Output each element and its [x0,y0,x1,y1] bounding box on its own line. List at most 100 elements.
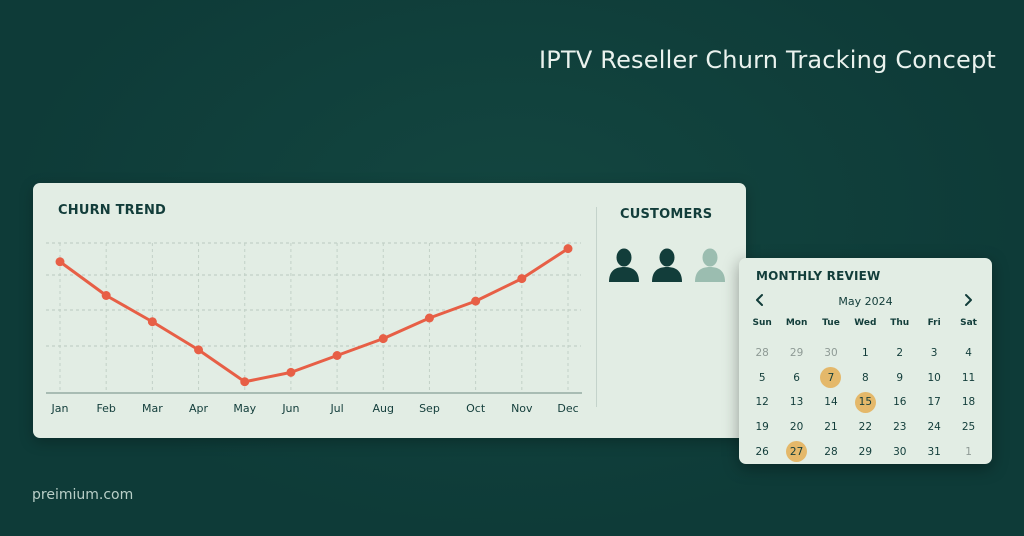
calendar-day[interactable]: 29 [848,439,882,464]
calendar-day-number: 17 [927,396,941,409]
x-tick-label: Nov [511,402,533,415]
weekday-header: Sat [960,318,977,328]
calendar-day[interactable]: 12 [745,390,779,415]
x-tick-label: Dec [557,402,578,415]
panel-divider [596,207,597,407]
calendar-day[interactable]: 19 [745,415,779,440]
calendar-day-number: 4 [965,347,972,360]
calendar-day[interactable]: 29 [779,341,813,366]
data-point [101,291,111,300]
data-point [424,313,434,323]
calendar-day-number: 6 [793,371,800,384]
calendar-day[interactable]: 2 [883,341,917,366]
calendar-day[interactable]: 4 [951,341,985,366]
calendar-day-number: 2 [896,347,904,360]
calendar-day-number: 8 [862,371,869,384]
brand-label: preimium.com [32,487,134,503]
page-title: IPTV Reseller Churn Tracking Concept [539,46,996,74]
x-tick-label: May [233,402,256,415]
calendar-day[interactable]: 28 [814,439,848,464]
chevron-right-icon[interactable] [960,292,976,308]
calendar-day-number: 28 [824,445,838,458]
calendar-day-number: 29 [858,445,873,458]
calendar-day-number: 18 [961,396,976,409]
calendar-day[interactable]: 1 [848,341,882,366]
calendar-day[interactable]: 18 [951,390,985,415]
user-icon [607,247,641,288]
x-tick-label: Jun [281,402,299,415]
calendar-day[interactable]: 9 [883,365,917,390]
calendar-day[interactable]: 22 [848,415,882,440]
calendar-day[interactable]: 23 [883,415,917,440]
calendar-day-number: 24 [927,421,941,434]
x-tick-label: Aug [373,402,394,415]
calendar-day[interactable]: 10 [917,365,951,390]
calendar-day[interactable]: 5 [745,365,779,390]
calendar-day[interactable]: 17 [917,390,951,415]
calendar-day-number: 23 [893,421,907,434]
x-tick-label: Feb [96,402,115,415]
data-point [563,244,573,254]
data-point [378,334,388,344]
weekday-header: Wed [854,318,877,328]
calendar-day[interactable]: 20 [779,415,813,440]
calendar-day-number: 21 [824,421,838,434]
calendar-day-number: 30 [824,347,838,360]
calendar-day[interactable]: 30 [883,439,917,464]
chevron-left-icon[interactable] [752,292,768,308]
calendar-day[interactable]: 24 [917,415,951,440]
weekday-header: Thu [890,318,910,328]
calendar-day-highlighted[interactable]: 27 [779,439,813,464]
calendar-grid: Sun Mon Tue Wed Thu Fri Sat 28 29 30 1 2 3 4 5 6 7 8 9 10 11… [745,316,986,464]
calendar-day[interactable]: 16 [883,390,917,415]
calendar-day-number: 22 [858,421,873,434]
data-point [55,257,65,267]
monthly-review-calendar: MONTHLY REVIEW May 2024 Sun Mon Tue Wed Thu F… [739,258,992,464]
data-point [471,296,481,306]
calendar-day-number: 27 [786,441,808,463]
calendar-day-number: 7 [820,367,842,389]
calendar-day-number: 25 [961,421,976,434]
customer-icons [607,247,737,287]
calendar-day-number: 30 [893,445,907,458]
weekday-header: Mon [785,318,808,328]
calendar-day[interactable]: 11 [951,365,985,390]
calendar-day[interactable]: 3 [917,341,951,366]
user-icon [693,247,727,288]
calendar-day[interactable]: 21 [814,415,848,440]
calendar-day-number: 5 [758,371,766,384]
calendar-day[interactable]: 26 [745,439,779,464]
x-tick-label: Sep [419,402,440,415]
calendar-day[interactable]: 31 [917,439,951,464]
calendar-day-number: 1 [965,445,972,458]
data-point [332,351,342,360]
data-point [517,274,527,284]
calendar-day[interactable]: 25 [951,415,985,440]
calendar-day-number: 15 [854,391,876,413]
calendar-day-number: 3 [930,347,938,360]
calendar-day[interactable]: 14 [814,390,848,415]
calendar-day[interactable]: 30 [814,341,848,366]
churn-trend-title: CHURN TREND [58,203,167,218]
calendar-day[interactable]: 6 [779,365,813,390]
x-tick-label: Oct [466,402,486,415]
x-tick-label: Mar [142,402,163,415]
calendar-day-highlighted[interactable]: 7 [814,365,848,390]
calendar-day-number: 19 [755,421,769,434]
x-tick-label: Jul [329,402,343,415]
calendar-day-highlighted[interactable]: 15 [848,390,882,415]
weekday-header: Fri [927,318,941,328]
calendar-day[interactable]: 1 [951,439,985,464]
x-tick-label: Jan [51,402,69,415]
weekday-header: Sun [752,318,772,328]
calendar-day[interactable]: 28 [745,341,779,366]
calendar-day-number: 28 [755,347,769,360]
calendar-day-number: 11 [961,371,976,384]
churn-trend-chart: Jan Feb Mar Apr May Jun Jul Aug Sep Oct Nov Dec [46,242,582,415]
calendar-day[interactable]: 13 [779,390,813,415]
calendar-day[interactable]: 8 [848,365,882,390]
user-icon [650,247,684,288]
x-tick-label: Apr [189,402,209,415]
calendar-title: MONTHLY REVIEW [756,269,881,283]
calendar-day-number: 10 [927,371,941,384]
